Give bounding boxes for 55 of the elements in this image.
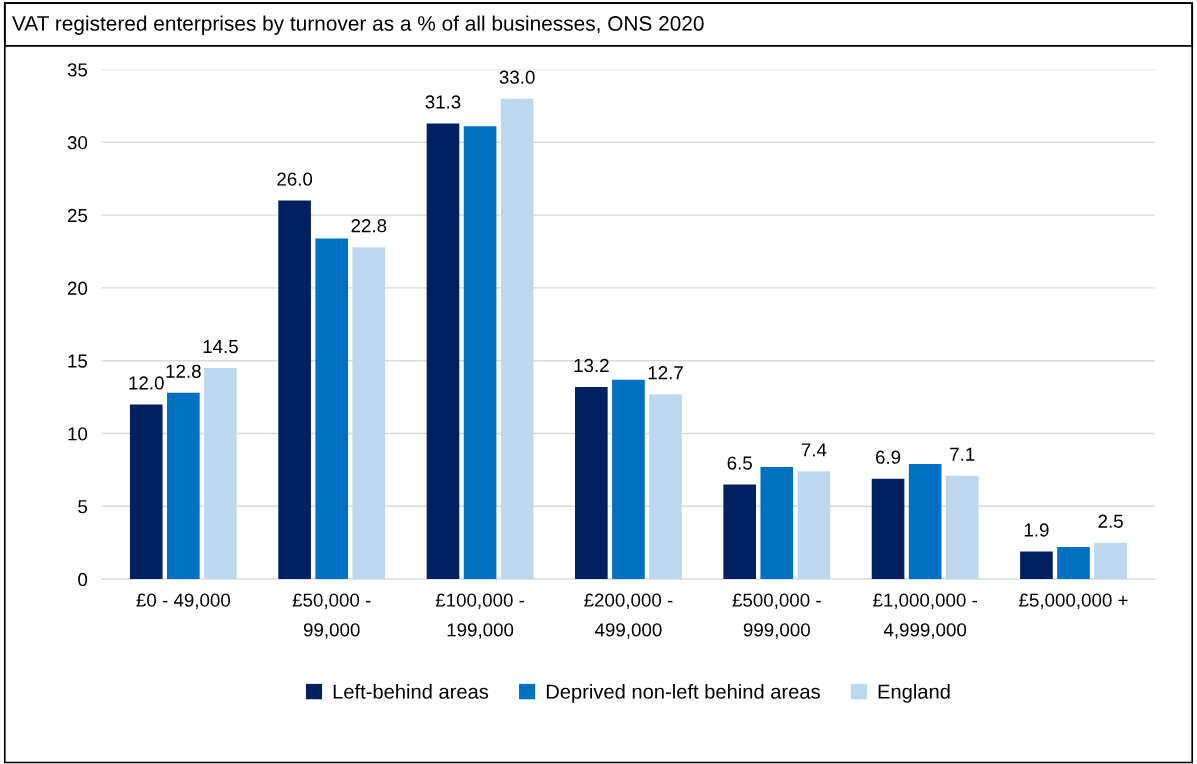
data-label: 7.4 [801,443,827,457]
x-tick-label: £500,000 - 999,000 [732,593,821,639]
chart-title: VAT registered enterprises by turnover as a % of all businesses, ONS 2020 [12,15,704,35]
y-tick-label: 15 [68,354,88,368]
x-tick-label: £0 - 49,000 [136,593,231,609]
y-tick-label: 30 [67,136,88,150]
bar [278,200,311,580]
x-tick-label: £1,000,000 - 4,999,000 [873,593,977,639]
data-label: 12.7 [648,366,683,380]
data-label: 26.0 [277,172,313,186]
bar [908,464,942,580]
bar [426,123,460,580]
x-tick-label: £50,000 - 99,000 [292,593,371,639]
data-label: 6.5 [727,456,752,470]
x-tick-label: £5,000,000 + [1019,593,1128,609]
data-label: 14.5 [203,340,238,354]
bar [723,484,757,580]
bar [797,471,831,580]
bar [871,478,905,580]
y-tick-label: 5 [78,500,88,514]
x-tick-label: £200,000 - 499,000 [584,593,673,639]
data-label: 22.8 [351,219,387,233]
data-label: 1.9 [1024,523,1049,537]
x-tick-label: £100,000 - 199,000 [435,593,525,639]
bar [1094,542,1127,580]
bar [760,467,794,580]
bar [352,247,386,580]
y-tick-label: 35 [67,63,88,77]
bar [500,98,534,580]
bar [945,475,979,580]
y-tick-label: 0 [78,572,88,587]
bar [649,394,682,580]
legend-label: Deprived non-left behind areas [546,683,820,703]
y-tick-label: 25 [67,208,88,223]
data-label: 31.3 [425,95,461,109]
bar [1057,547,1090,580]
bar [612,379,645,580]
data-label: 13.2 [574,358,609,373]
data-label: 12.8 [166,364,201,378]
bar [575,386,608,580]
bar [463,126,497,580]
data-label: 7.1 [950,447,975,461]
bar [129,404,163,580]
data-label: 12.0 [129,376,164,390]
data-label: 33.0 [499,70,535,84]
y-tick-label: 20 [67,281,88,295]
data-label: 6.9 [875,450,901,464]
bar [204,368,237,580]
bar [315,238,349,580]
legend-label: England [878,683,950,703]
data-label: 2.5 [1098,514,1123,528]
legend-label: Left-behind areas [333,683,489,699]
y-tick-label: 10 [68,427,88,441]
bar [167,392,200,580]
bar [1020,551,1053,580]
